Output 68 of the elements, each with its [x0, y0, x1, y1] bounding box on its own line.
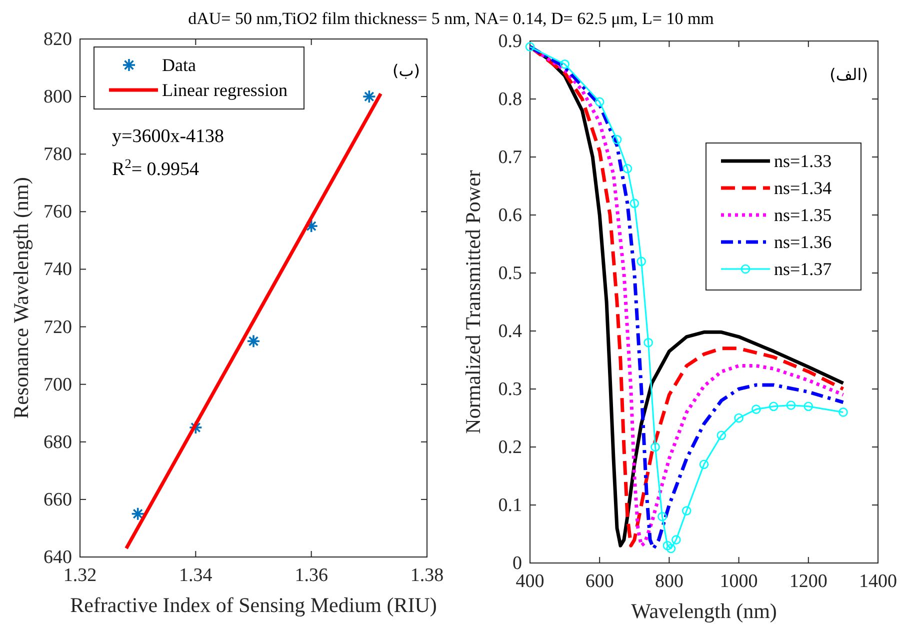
x-tick-label: 1.36 [294, 565, 328, 586]
x-tick-label: 800 [654, 571, 684, 592]
point [650, 442, 660, 452]
point [672, 535, 681, 544]
legend-label: Data [162, 55, 196, 75]
y-tick-label: 0.1 [498, 495, 522, 516]
x-tick-label: 1.38 [410, 565, 444, 586]
point [594, 97, 604, 107]
x-tick-label: 1.34 [179, 565, 213, 586]
y-axis-title: Normalized Transmitted Power [461, 170, 485, 434]
point [630, 198, 640, 208]
point [636, 256, 646, 266]
y-tick-label: 0 [512, 553, 522, 574]
legend-label: Linear regression [162, 80, 288, 100]
y-tick-label: 660 [44, 489, 72, 510]
y-tick-label: 0.9 [498, 31, 522, 52]
point [734, 413, 744, 423]
y-tick-label: 740 [44, 259, 72, 280]
point [752, 404, 761, 414]
point [768, 402, 778, 412]
chart-title: dAU= 50 nm,TiO2 film thickness= 5 nm, NA= 0.14, D= 62.5 μm, L= 10 mm [188, 9, 714, 28]
y-tick-label: 820 [44, 29, 72, 50]
point [525, 42, 535, 52]
y-tick-label: 780 [44, 144, 72, 166]
point [612, 134, 622, 144]
y-tick-label: 720 [44, 316, 72, 338]
legend-label: ns=1.33 [774, 151, 832, 171]
point [699, 460, 709, 470]
point [622, 164, 632, 174]
annotation: (ب) [392, 61, 420, 80]
x-tick-label: 1000 [720, 571, 758, 592]
y-tick-label: 0.4 [498, 321, 522, 342]
y-tick-label: 0.2 [498, 437, 522, 458]
point [658, 512, 667, 522]
y-tick-label: 0.3 [498, 379, 522, 400]
y-tick-label: 0.7 [498, 147, 522, 168]
y-tick-label: 0.8 [498, 89, 522, 110]
x-tick-label: 600 [585, 571, 614, 592]
x-tick-label: 1200 [789, 571, 828, 592]
y-tick-label: 0.5 [498, 263, 522, 284]
point [804, 402, 814, 412]
x-tick-label: 1400 [859, 571, 897, 592]
y-axis-title: Resonance Wavelength (nm) [9, 177, 33, 419]
y-tick-label: 700 [44, 374, 72, 396]
x-tick-label: 400 [516, 571, 544, 592]
point [560, 60, 570, 69]
x-axis-title: Refractive Index of Sensing Medium (RIU) [70, 593, 437, 617]
legend-label: ns=1.34 [774, 178, 832, 198]
point [644, 338, 653, 348]
legend-label: ns=1.35 [774, 205, 832, 225]
point [662, 540, 672, 550]
y-tick-label: 680 [44, 432, 72, 453]
y-tick-label: 800 [44, 86, 72, 108]
legend-label: ns=1.36 [774, 232, 832, 252]
y-tick-label: 760 [44, 202, 72, 223]
point [838, 408, 848, 417]
x-axis-title: Wavelength (nm) [631, 599, 777, 623]
annotation: y=3600x-4138 [112, 126, 224, 147]
annotation: R$^{2}$= 0.9954 [112, 156, 200, 180]
y-tick-label: 0.6 [498, 205, 522, 226]
point [682, 506, 692, 516]
annotation: (الف) [830, 65, 868, 84]
y-tick-label: 640 [44, 547, 72, 568]
point [786, 400, 796, 410]
point [716, 430, 726, 440]
legend-label: ns=1.37 [774, 259, 832, 279]
x-tick-label: 1.32 [63, 565, 97, 586]
point [666, 544, 676, 554]
